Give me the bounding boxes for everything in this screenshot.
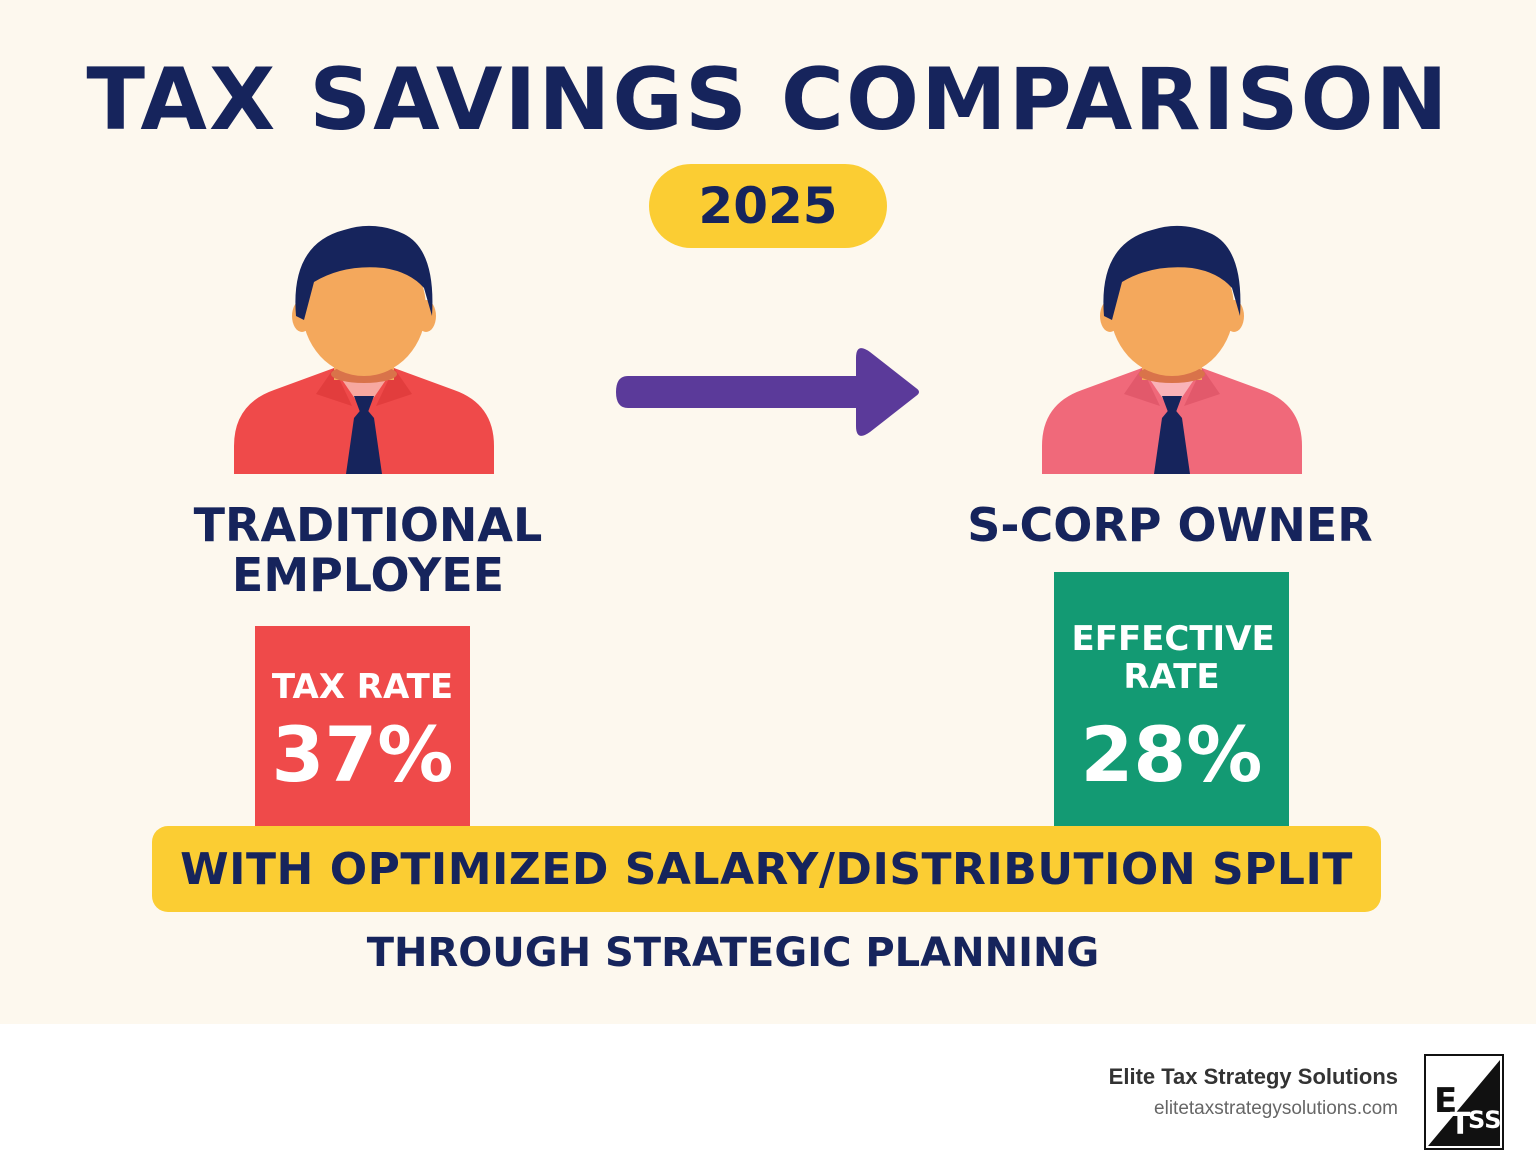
traditional-employee-label: TRADITIONAL EMPLOYEE [168, 500, 568, 600]
footer: Elite Tax Strategy Solutions elitetaxstr… [0, 1024, 1536, 1154]
s-corp-owner-label: S-CORP OWNER [967, 498, 1373, 552]
year-badge: 2025 [649, 164, 887, 248]
arrow-right-icon [616, 348, 919, 436]
svg-text:T: T [1450, 1107, 1471, 1142]
label-line-1: TRADITIONAL [193, 498, 543, 552]
effective-rate-value: 28% [1080, 710, 1263, 799]
s-corp-effective-rate-box: EFFECTIVE RATE 28% [1054, 572, 1289, 831]
traditional-tax-rate-box: TAX RATE 37% [255, 626, 470, 831]
svg-text:SS: SS [1468, 1106, 1502, 1134]
effective-rate-caption: EFFECTIVE RATE [1071, 619, 1275, 697]
svg-text:E: E [1434, 1081, 1457, 1121]
brand-url: elitetaxstrategysolutions.com [1154, 1098, 1398, 1119]
infographic: TAX SAVINGS COMPARISON 2025 [0, 50, 1536, 976]
strategy-subline: THROUGH STRATEGIC PLANNING [0, 930, 1536, 976]
year-label: 2025 [698, 177, 838, 235]
tax-rate-value: 37% [271, 710, 454, 799]
optimization-banner: WITH OPTIMIZED SALARY/DISTRIBUTION SPLIT [152, 826, 1381, 912]
page-title: TAX SAVINGS COMPARISON [86, 50, 1450, 150]
s-corp-owner-person-icon [1042, 225, 1302, 474]
label-line-2: EMPLOYEE [231, 548, 505, 602]
tax-rate-caption: TAX RATE [271, 667, 454, 707]
banner-text: WITH OPTIMIZED SALARY/DISTRIBUTION SPLIT [180, 843, 1353, 895]
brand-logo-icon: E T SS [1424, 1054, 1504, 1150]
subline-text: THROUGH STRATEGIC PLANNING [366, 930, 1100, 976]
traditional-employee-person-icon [234, 225, 494, 474]
brand-name: Elite Tax Strategy Solutions [1108, 1064, 1398, 1089]
